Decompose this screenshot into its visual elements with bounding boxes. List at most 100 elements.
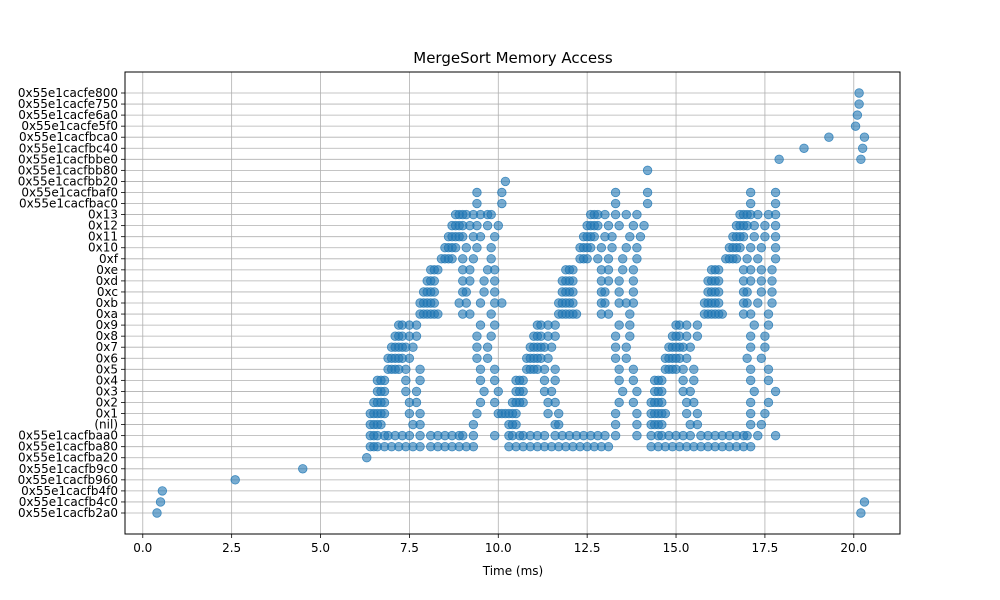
data-point [681, 408, 692, 419]
data-point [568, 298, 578, 308]
data-point [713, 287, 724, 297]
x-tick-label: 10.0 [485, 541, 512, 555]
data-point [458, 254, 468, 264]
data-point [628, 298, 639, 308]
y-tick-label: 0x11 [88, 230, 118, 244]
y-tick-label: 0x2 [96, 395, 118, 409]
x-tick-label: 7.5 [400, 541, 419, 555]
data-point [767, 265, 777, 275]
data-point [763, 397, 774, 408]
data-point [859, 132, 870, 142]
data-point [625, 231, 635, 242]
data-point [486, 331, 496, 341]
y-tick-label: 0x55e1cacfb4f0 [21, 484, 118, 498]
data-point [756, 419, 767, 430]
data-point [411, 386, 422, 397]
data-point [767, 276, 777, 286]
data-point [543, 353, 553, 363]
data-point [429, 287, 439, 297]
y-tick-label: 0x3 [96, 384, 118, 398]
data-point [850, 121, 861, 131]
data-point [472, 243, 482, 253]
data-point [760, 331, 770, 341]
y-tick-label: 0x8 [96, 329, 118, 343]
data-point [756, 265, 767, 275]
data-point [511, 408, 521, 419]
y-tick-label: 0x9 [96, 318, 118, 332]
data-point [770, 430, 781, 441]
data-point [749, 320, 759, 330]
data-point [642, 198, 653, 209]
y-tick-label: 0xc [97, 285, 118, 299]
data-point [475, 320, 486, 330]
data-point [767, 298, 777, 308]
data-point [479, 287, 489, 297]
data-point [610, 353, 621, 363]
data-point [642, 187, 653, 198]
data-point [628, 397, 639, 408]
data-point [774, 154, 784, 165]
data-point [717, 309, 727, 319]
x-tick-label: 0.0 [133, 541, 152, 555]
data-point [854, 99, 864, 109]
grid-lines [125, 72, 900, 534]
data-point [763, 375, 774, 386]
data-point [745, 243, 756, 253]
data-point [856, 508, 866, 518]
data-point [554, 408, 564, 419]
y-tick-label: 0x55e1cacfbca0 [19, 130, 118, 144]
data-point [404, 430, 415, 441]
data-point [479, 276, 489, 286]
data-point [433, 265, 443, 275]
data-point [546, 386, 557, 397]
data-point [610, 187, 621, 198]
data-point [518, 397, 528, 408]
data-point [854, 88, 864, 98]
data-point [490, 231, 500, 242]
data-point [625, 309, 635, 319]
data-point [603, 220, 614, 231]
data-point [635, 231, 646, 242]
data-point [607, 231, 617, 242]
data-point [628, 276, 639, 286]
data-point [497, 198, 507, 209]
x-tick-label: 12.5 [574, 541, 601, 555]
data-point [472, 187, 482, 198]
y-tick-label: 0xd [96, 274, 118, 288]
y-tick-label: 0x55e1cacfb960 [18, 473, 118, 487]
data-point [429, 276, 439, 286]
data-point [753, 209, 763, 220]
y-tick-label: 0x55e1cacfbac0 [19, 197, 118, 211]
data-point [614, 287, 624, 297]
data-point [550, 320, 560, 330]
data-point [799, 143, 809, 153]
data-point [362, 453, 372, 463]
data-point [379, 397, 390, 408]
data-point [632, 254, 642, 264]
data-point [770, 187, 781, 198]
data-point [745, 419, 756, 430]
y-tick-label: 0x7 [96, 340, 118, 354]
data-point [472, 198, 482, 209]
data-point [490, 397, 500, 408]
data-point [401, 364, 411, 375]
data-point [610, 419, 621, 430]
data-point [731, 254, 742, 264]
data-point [493, 220, 503, 231]
data-point [568, 287, 578, 297]
y-tick-label: 0xe [96, 263, 118, 277]
data-point [681, 353, 692, 363]
data-point [518, 386, 528, 397]
data-point [742, 254, 752, 264]
data-point [486, 309, 496, 319]
data-point [689, 375, 699, 386]
data-point [738, 231, 749, 242]
data-point [763, 309, 774, 319]
data-point [689, 364, 699, 375]
data-point [550, 375, 560, 386]
data-point [482, 353, 493, 363]
data-point [610, 209, 621, 220]
data-point [475, 397, 486, 408]
data-point [415, 430, 425, 441]
